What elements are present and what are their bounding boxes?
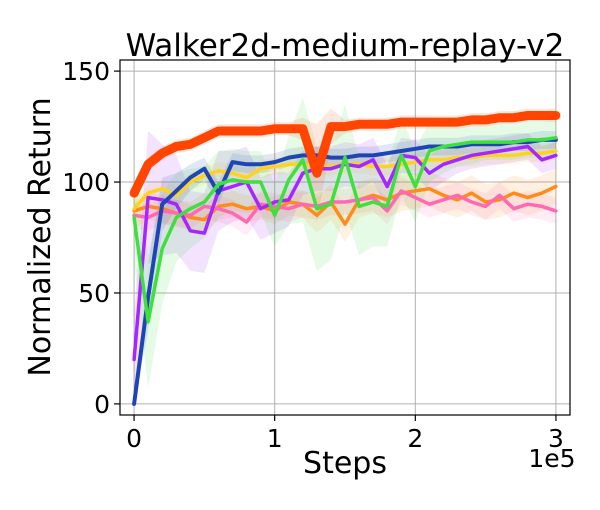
series-line-6 — [132, 135, 558, 324]
x-axis-offset-label: 1e5 — [528, 444, 575, 473]
series-band-2 — [134, 177, 556, 236]
series-lines — [129, 111, 561, 406]
series-line-4 — [132, 144, 558, 362]
series-line-1 — [132, 184, 558, 226]
y-tick-label: 100 — [62, 168, 110, 197]
x-axis-label: Steps — [303, 446, 387, 481]
series-line-7 — [129, 111, 561, 198]
plot-frame — [119, 59, 571, 416]
y-tick-label: 0 — [94, 390, 110, 419]
y-tick-label: 50 — [78, 279, 110, 308]
chart-title: Walker2d-medium-replay-v2 — [126, 28, 565, 64]
x-tick-label: 2 — [407, 424, 423, 453]
series-line-2 — [132, 189, 558, 224]
series-band-7 — [134, 108, 556, 222]
axis-ticks: 0 1 2 3 0 50 100 150 — [62, 57, 564, 453]
x-tick-label: 1 — [267, 424, 283, 453]
series-band-6 — [134, 97, 556, 389]
series-band-1 — [134, 168, 556, 242]
x-tick-label: 0 — [126, 424, 142, 453]
y-axis-label: Normalized Return — [23, 97, 58, 376]
y-tick-label: 150 — [62, 57, 110, 86]
x-tick-label: 3 — [548, 424, 564, 453]
series-band-4 — [134, 131, 556, 404]
